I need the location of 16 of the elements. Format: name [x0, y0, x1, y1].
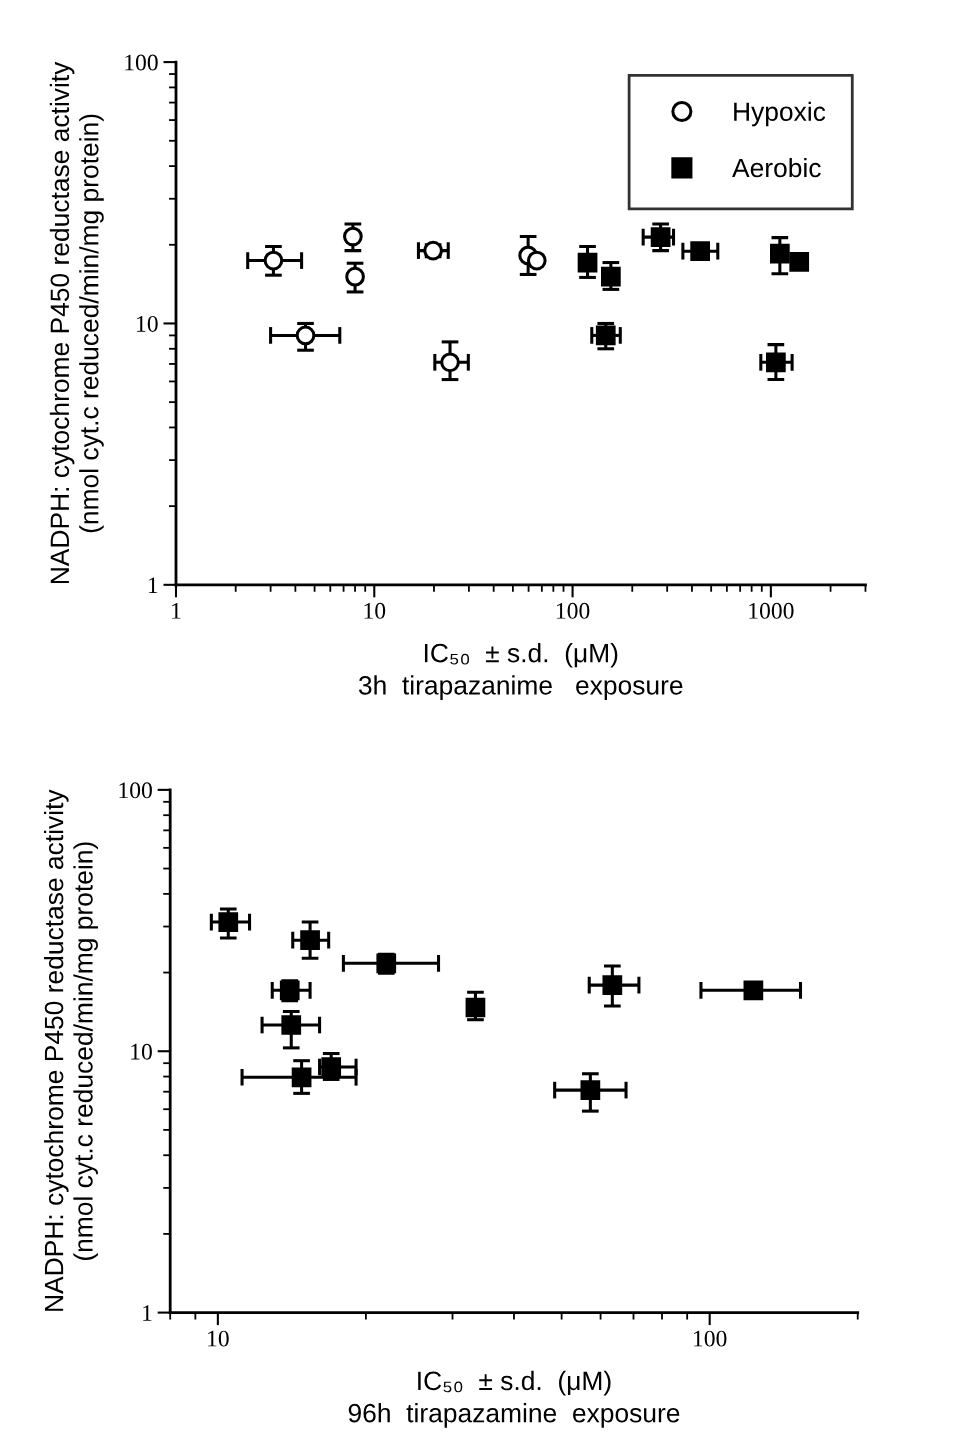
y-tick-label: 1 [148, 577, 158, 594]
y-axis-title: NADPH: cytochrome P450 reductase activity (nmol cyt.c reduced/min/mg protein) [49, 61, 104, 584]
x-axis-title: IC₅₀ ± s.d. (μM) 3h tirapazanime exposure [358, 643, 683, 700]
x-tick-label: 1 [172, 602, 181, 619]
x-tick-label: 1000 [749, 602, 794, 619]
y-axis-title: NADPH: cytochrome P450 reductase activity (nmol cyt.c reduced/min/mg protein) [43, 789, 98, 1311]
legend-label: Hypoxic [734, 101, 826, 127]
y-tick-label: 1 [143, 1305, 152, 1321]
x-tick-label: 10 [364, 602, 386, 619]
x-tick-label: 100 [556, 602, 590, 619]
x-axis-title: IC₅₀ ± s.d. (μM) 96h tirapazamine exposure [348, 1370, 680, 1428]
y-tick-label: 100 [119, 782, 152, 799]
y-tick-label: 10 [131, 1043, 152, 1060]
y-tick-label: 10 [137, 315, 158, 332]
legend-label: Aerobic [732, 157, 821, 178]
y-tick-label: 100 [125, 54, 158, 71]
